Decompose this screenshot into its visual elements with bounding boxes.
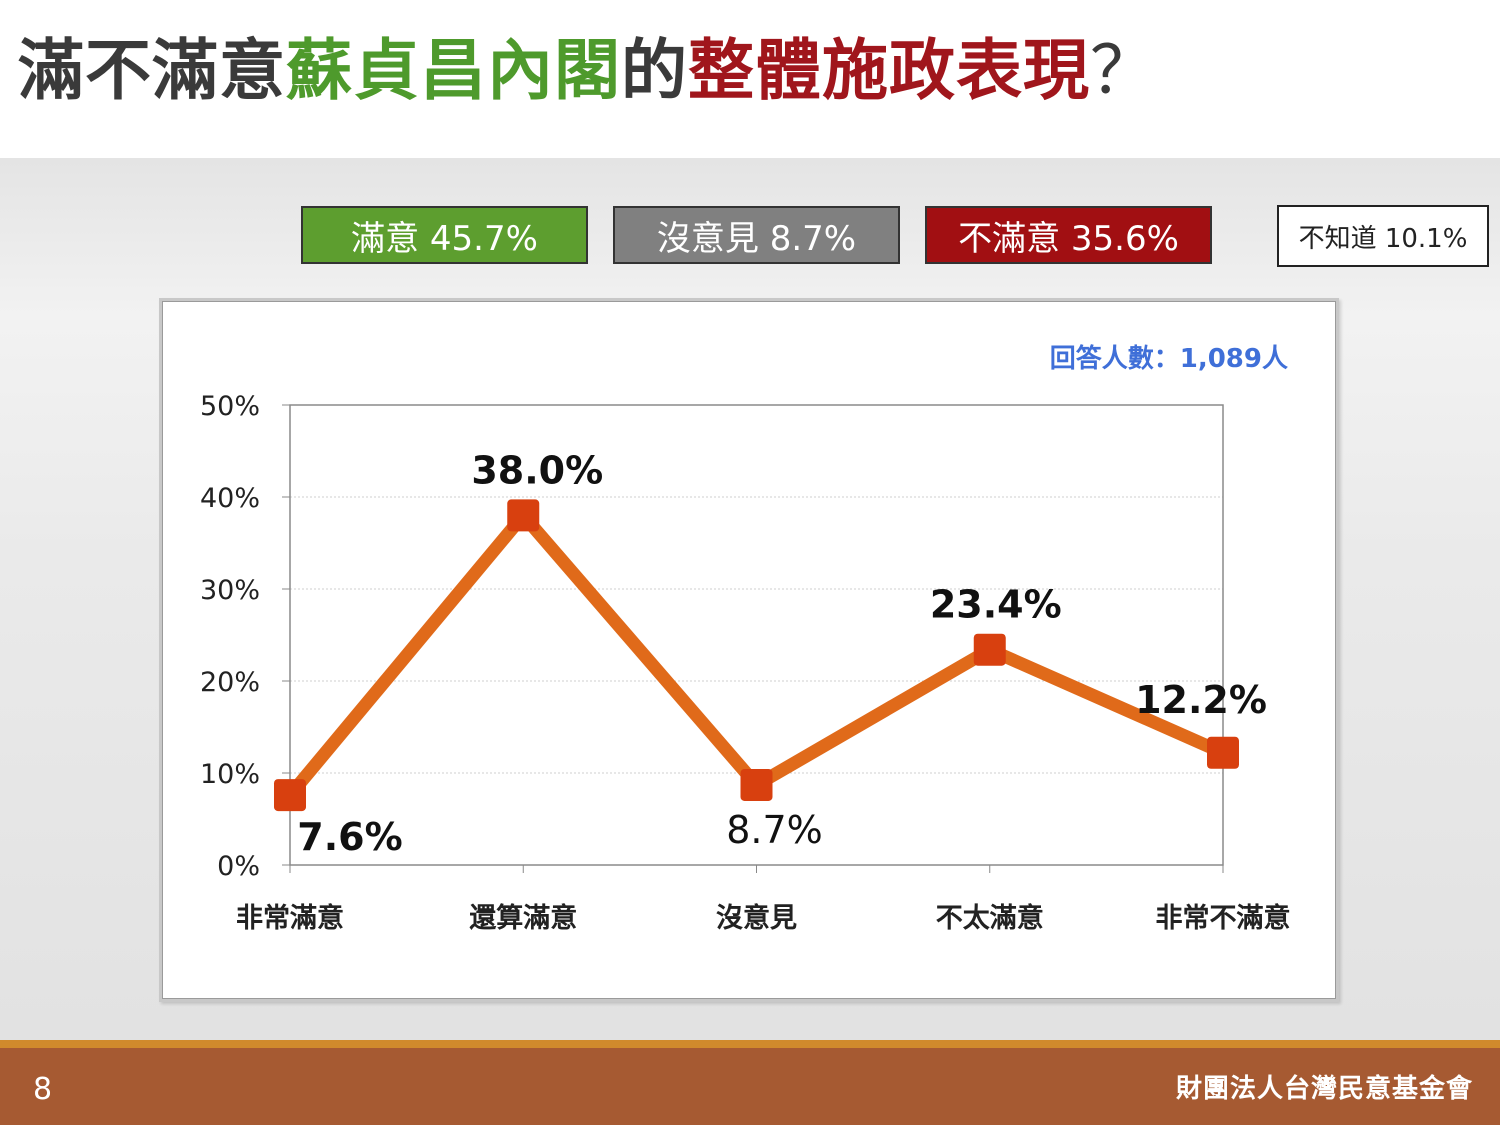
footer-bar [0, 1048, 1500, 1125]
y-tick-label: 10% [200, 759, 260, 790]
page-title: 滿不滿意蘇貞昌內閣的整體施政表現？ [18, 38, 1157, 104]
chart-frame: 0% 10% 20% 30% 40% 50% 非常滿意 還算滿意 沒意見 不太滿意 非常不滿意 7.6… [159, 298, 1339, 1002]
title-part-2: 蘇貞昌內閣 [286, 32, 621, 109]
data-label: 38.0% [471, 448, 603, 492]
y-tick-label: 40% [200, 483, 260, 514]
data-label: 7.6% [297, 815, 402, 859]
line-chart: 0% 10% 20% 30% 40% 50% 非常滿意 還算滿意 沒意見 不太滿意 非常不滿意 7.6… [200, 343, 1291, 934]
no-opinion-summary-box: 沒意見 8.7% [613, 206, 900, 264]
data-point [507, 499, 540, 532]
x-tick-label: 非常滿意 [236, 902, 344, 934]
footer-accent-line [0, 1040, 1500, 1048]
satisfied-summary-box: 滿意 45.7% [301, 206, 588, 264]
title-part-1: 滿不滿意 [18, 32, 286, 109]
y-tick-label: 0% [217, 851, 260, 882]
y-tick-label: 30% [200, 575, 260, 606]
x-tick-label: 還算滿意 [469, 902, 577, 934]
y-tick-label: 50% [200, 391, 260, 422]
title-bar: 滿不滿意蘇貞昌內閣的整體施政表現？ [0, 0, 1500, 158]
data-label: 8.7% [726, 808, 823, 852]
data-label: 12.2% [1135, 678, 1267, 722]
y-tick-label: 20% [200, 667, 260, 698]
respondents-note: 回答人數：1,089人 [1050, 343, 1288, 374]
series-line [283, 505, 1230, 802]
x-tick-label: 沒意見 [716, 902, 797, 934]
unknown-summary-box: 不知道 10.1% [1277, 205, 1489, 267]
data-point [274, 779, 306, 812]
data-point [1207, 736, 1239, 769]
page-number: 8 [33, 1072, 53, 1107]
x-tick-label: 不太滿意 [936, 902, 1044, 934]
title-part-3: 的 [621, 32, 688, 109]
organization-name: 財團法人台灣民意基金會 [1175, 1074, 1473, 1104]
title-part-4: 整體施政表現 [688, 32, 1090, 109]
unsatisfied-summary-box: 不滿意 35.6% [925, 206, 1212, 264]
x-tick-label: 非常不滿意 [1156, 902, 1291, 934]
data-label: 23.4% [930, 583, 1062, 627]
data-point [973, 633, 1006, 666]
title-part-5: ？ [1090, 32, 1157, 109]
data-point [740, 768, 773, 801]
